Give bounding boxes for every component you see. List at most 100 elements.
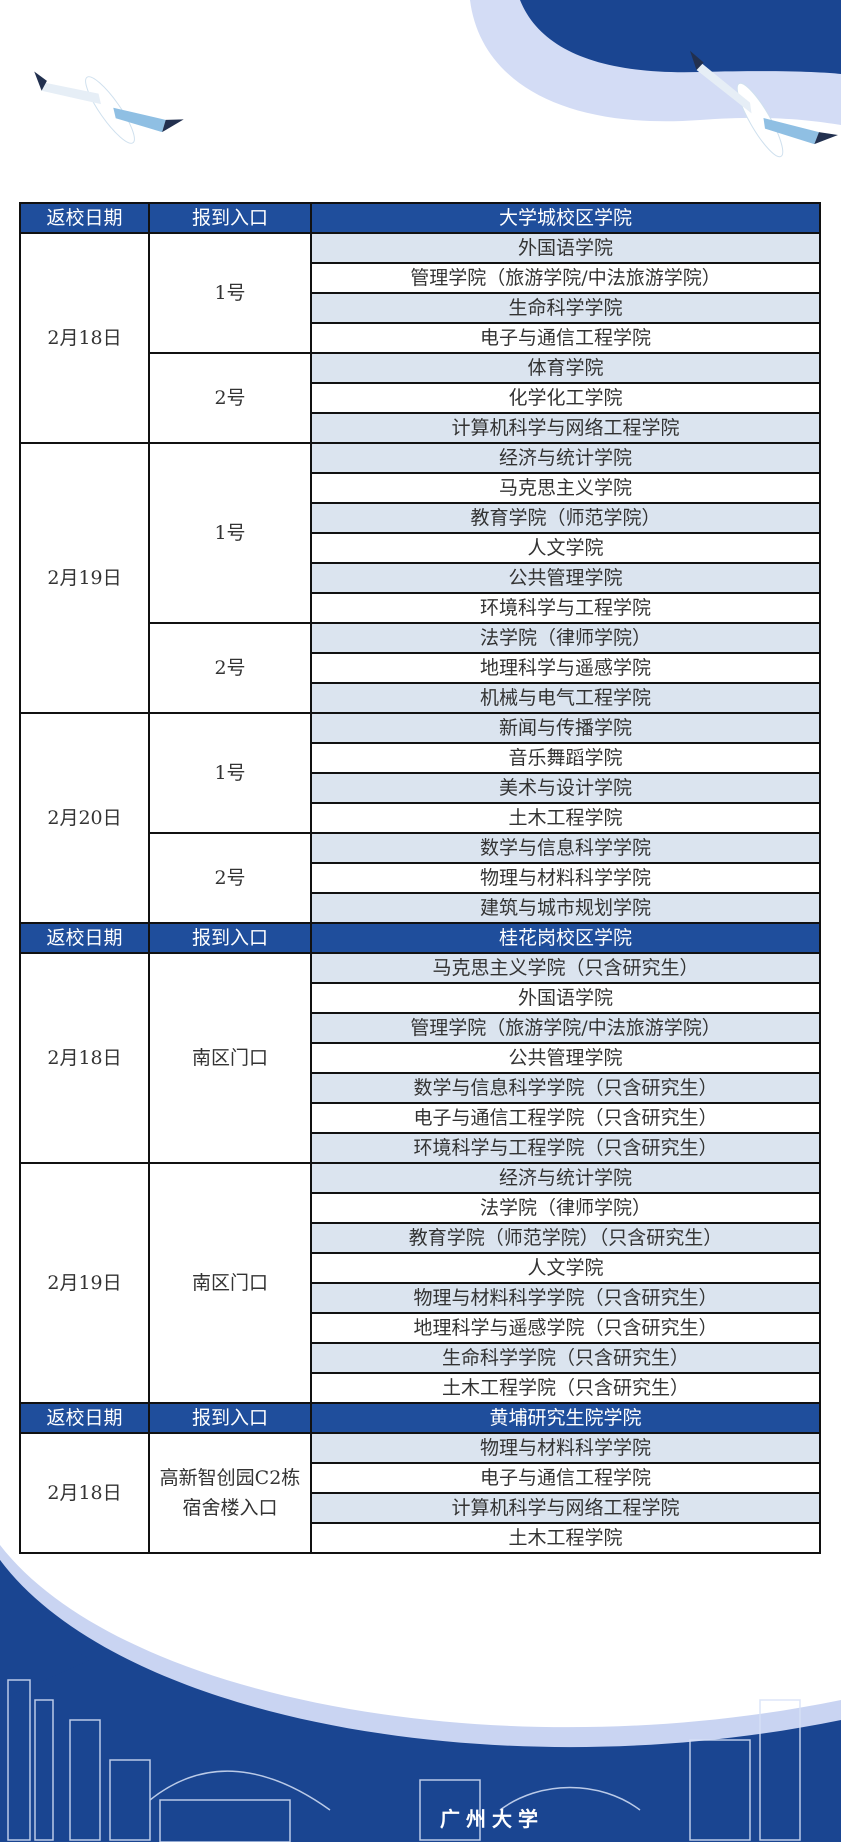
college-name: 外国语学院 [310, 232, 821, 264]
college-name: 经济与统计学院 [310, 442, 821, 474]
header-college: 桂花岗校区学院 [310, 922, 821, 954]
seagull-icon [689, 50, 838, 158]
table-row: 公共管理学院 [20, 562, 821, 594]
table-row: 美术与设计学院 [20, 772, 821, 804]
table-row: 马克思主义学院 [20, 472, 821, 504]
table-row: 2月18日 1号 外国语学院 [19, 232, 821, 444]
college-name: 人文学院 [310, 1252, 821, 1284]
table-row: 电子与通信工程学院（只含研究生） [20, 1102, 821, 1134]
section-header-row: 返校日期 报到入口 大学城校区学院 [19, 202, 821, 234]
section-header-row: 返校日期 报到入口 桂花岗校区学院 [19, 922, 821, 954]
top-wave-dark [520, 0, 841, 74]
table-row: 2月20日 1号 新闻与传播学院 [19, 712, 821, 924]
table-row: 土木工程学院 [20, 1522, 821, 1554]
table-row: 教育学院（师范学院）（只含研究生） [20, 1222, 821, 1254]
college-name: 计算机科学与网络工程学院 [310, 412, 821, 444]
entry-gate: 1号 [148, 712, 312, 834]
seagull-icon [34, 71, 184, 144]
college-name: 环境科学与工程学院 [310, 592, 821, 624]
college-name: 机械与电气工程学院 [310, 682, 821, 714]
table-row: 数学与信息科学学院（只含研究生） [20, 1072, 821, 1104]
college-name: 体育学院 [310, 352, 821, 384]
entry-gate: 1号 [148, 442, 312, 624]
college-name: 教育学院（师范学院） [310, 502, 821, 534]
header-entry: 报到入口 [148, 1402, 312, 1434]
return-date: 2月18日 [19, 1432, 150, 1554]
table-row: 2月18日 南区门口 马克思主义学院（只含研究生） [19, 952, 821, 1164]
table-row: 土木工程学院（只含研究生） [20, 1372, 821, 1404]
college-name: 化学化工学院 [310, 382, 821, 414]
table-row: 电子与通信工程学院 [20, 1462, 821, 1494]
return-date: 2月18日 [19, 952, 150, 1164]
college-name: 物理与材料科学学院 [310, 1432, 821, 1464]
college-name: 音乐舞蹈学院 [310, 742, 821, 774]
header-date: 返校日期 [19, 1402, 150, 1434]
header-entry: 报到入口 [148, 202, 312, 234]
college-name: 土木工程学院 [310, 802, 821, 834]
college-name: 公共管理学院 [310, 1042, 821, 1074]
college-name: 地理科学与遥感学院（只含研究生） [310, 1312, 821, 1344]
entry-gate: 2号 [148, 622, 312, 714]
college-name: 土木工程学院 [310, 1522, 821, 1554]
table-row: 环境科学与工程学院 [20, 592, 821, 624]
college-name: 电子与通信工程学院 [310, 1462, 821, 1494]
table-row: 2月18日 高新智创园C2栋宿舍楼入口 物理与材料科学学院 [19, 1432, 821, 1554]
college-name: 法学院（律师学院） [310, 622, 821, 654]
table-row: 音乐舞蹈学院 [20, 742, 821, 774]
campus-skyline [7, 1679, 801, 1842]
college-name: 数学与信息科学学院 [310, 832, 821, 864]
header-college: 大学城校区学院 [310, 202, 821, 234]
table-row: 计算机科学与网络工程学院 [20, 1492, 821, 1524]
college-name: 电子与通信工程学院 [310, 322, 821, 354]
table-row: 2月19日 1号 经济与统计学院 [19, 442, 821, 714]
college-name: 经济与统计学院 [310, 1162, 821, 1194]
table-row: 人文学院 [20, 532, 821, 564]
table-row: 人文学院 [20, 1252, 821, 1284]
table-row: 2号 数学与信息科学学院 [20, 832, 821, 924]
college-name: 物理与材料科学学院 [310, 862, 821, 894]
college-name: 生命科学学院（只含研究生） [310, 1342, 821, 1374]
table-row: 机械与电气工程学院 [20, 682, 821, 714]
table-row: 2号 法学院（律师学院） [20, 622, 821, 714]
college-name: 环境科学与工程学院（只含研究生） [310, 1132, 821, 1164]
college-name: 马克思主义学院 [310, 472, 821, 504]
entry-gate: 南区门口 [148, 952, 312, 1164]
table-row: 公共管理学院 [20, 1042, 821, 1074]
table-row: 计算机科学与网络工程学院 [20, 412, 821, 444]
college-name: 管理学院（旅游学院/中法旅游学院） [310, 1012, 821, 1044]
college-name: 马克思主义学院（只含研究生） [310, 952, 821, 984]
college-name: 法学院（律师学院） [310, 1192, 821, 1224]
college-name: 美术与设计学院 [310, 772, 821, 804]
college-name: 教育学院（师范学院）（只含研究生） [310, 1222, 821, 1254]
table-row: 物理与材料科学学院 [20, 862, 821, 894]
college-name: 土木工程学院（只含研究生） [310, 1372, 821, 1404]
entry-gate: 高新智创园C2栋宿舍楼入口 [148, 1432, 312, 1554]
college-name: 管理学院（旅游学院/中法旅游学院） [310, 262, 821, 294]
table-row: 生命科学学院（只含研究生） [20, 1342, 821, 1374]
table-row: 法学院（律师学院） [20, 1192, 821, 1224]
return-date: 2月18日 [19, 232, 150, 444]
college-name: 生命科学学院 [310, 292, 821, 324]
college-name: 地理科学与遥感学院 [310, 652, 821, 684]
university-logo-text: 广州大学 [440, 1807, 544, 1831]
entry-gate: 2号 [148, 352, 312, 444]
table-row: 管理学院（旅游学院/中法旅游学院） [20, 262, 821, 294]
return-date: 2月19日 [19, 442, 150, 714]
table-row: 外国语学院 [20, 982, 821, 1014]
table-row: 环境科学与工程学院（只含研究生） [20, 1132, 821, 1164]
section-header-row: 返校日期 报到入口 黄埔研究生院学院 [19, 1402, 821, 1434]
table-row: 建筑与城市规划学院 [20, 892, 821, 924]
table-row: 地理科学与遥感学院 [20, 652, 821, 684]
college-name: 建筑与城市规划学院 [310, 892, 821, 924]
college-name: 计算机科学与网络工程学院 [310, 1492, 821, 1524]
entry-gate: 1号 [148, 232, 312, 354]
college-name: 数学与信息科学学院（只含研究生） [310, 1072, 821, 1104]
table-row: 电子与通信工程学院 [20, 322, 821, 354]
return-date: 2月20日 [19, 712, 150, 924]
college-name: 外国语学院 [310, 982, 821, 1014]
table-row: 教育学院（师范学院） [20, 502, 821, 534]
table-row: 土木工程学院 [20, 802, 821, 834]
header-date: 返校日期 [19, 922, 150, 954]
college-name: 公共管理学院 [310, 562, 821, 594]
